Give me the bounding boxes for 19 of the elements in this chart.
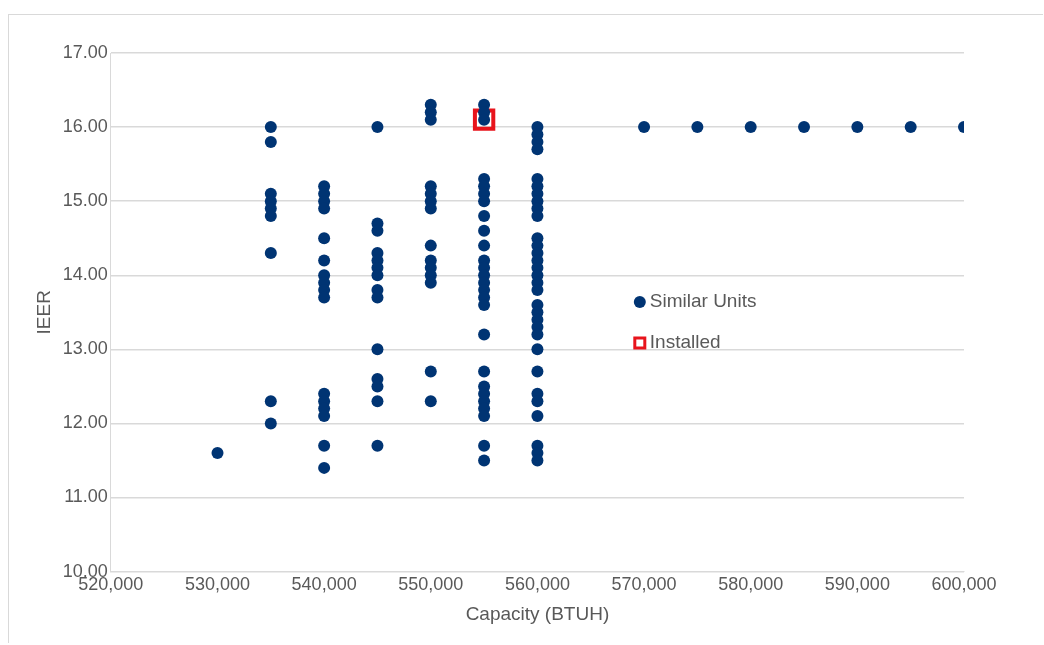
y-tick-label: 17.00 [62,41,108,62]
x-tick-label: 570,000 [611,574,677,595]
y-axis-title: IEER [32,290,54,335]
x-tick-label: 580,000 [718,574,784,595]
y-tick-label: 14.00 [62,264,108,285]
y-tick-label: 13.00 [62,338,108,359]
x-tick-label: 540,000 [291,574,357,595]
x-tick-label: 590,000 [824,574,890,595]
legend-label: Similar Units [649,290,757,312]
y-tick-label: 12.00 [62,412,108,433]
x-tick-label: 530,000 [184,574,251,595]
x-axis-title: Capacity (BTUH) [465,602,610,624]
y-tick-label: 11.00 [64,486,108,507]
x-tick-label: 600,000 [931,574,997,595]
x-tick-label: 560,000 [504,574,570,595]
legend-label: Installed [649,331,721,353]
x-tick-label: 550,000 [398,574,464,595]
y-tick-label: 16.00 [62,116,108,137]
y-tick-label: 15.00 [62,190,108,211]
